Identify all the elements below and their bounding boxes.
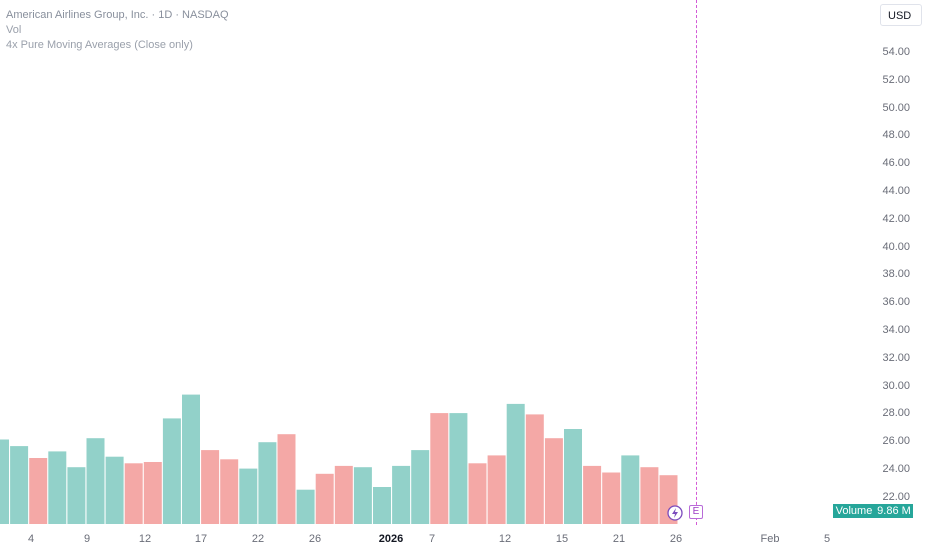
currency-button[interactable]: USD <box>880 4 922 26</box>
volume-bar <box>564 429 582 524</box>
volume-bar <box>86 438 105 524</box>
volume-bar <box>105 456 124 524</box>
volume-bar <box>296 489 315 524</box>
volume-bar <box>220 459 239 524</box>
price-tick: 30.00 <box>882 379 910 392</box>
price-tick: 26.00 <box>882 435 910 448</box>
volume-bar <box>544 438 563 524</box>
price-tick: 48.00 <box>882 129 910 142</box>
time-tick: 15 <box>555 533 569 545</box>
volume-bar <box>430 413 449 524</box>
volume-bar <box>449 413 468 524</box>
volume-bar <box>525 414 544 524</box>
price-tick: 32.00 <box>882 351 910 364</box>
time-tick: 5 <box>823 533 831 545</box>
price-tick: 36.00 <box>882 296 910 309</box>
volume-bar <box>487 455 506 524</box>
volume-bar <box>583 465 602 524</box>
price-tick: 46.00 <box>882 157 910 170</box>
volume-bar <box>29 458 48 524</box>
volume-bar <box>334 465 353 524</box>
volume-bar <box>373 487 391 524</box>
price-scale[interactable]: 54.00 52.00 50.00 48.00 46.00 44.00 42.00 40.00… <box>870 0 932 525</box>
volume-bar <box>315 473 334 524</box>
price-tick: 34.00 <box>882 324 910 336</box>
indicator-legend-label[interactable]: 4x Pure Moving Averages (Close only) <box>6 39 193 51</box>
price-tick: 50.00 <box>882 101 910 114</box>
volume-badge-value: 9.86 M <box>875 504 913 518</box>
volume-bar <box>258 442 277 524</box>
volume-bar <box>506 403 525 524</box>
chart-legend: American Airlines Group, Inc. · 1D · NAS… <box>6 8 229 53</box>
time-tick: Feb <box>760 533 780 545</box>
time-tick: 26 <box>308 533 322 545</box>
time-tick: 21 <box>612 533 626 545</box>
volume-bar <box>10 446 29 524</box>
time-tick: 22 <box>251 533 265 545</box>
earnings-event-marker[interactable]: E <box>689 505 703 519</box>
volume-bar <box>353 467 372 524</box>
price-tick: 44.00 <box>882 185 910 197</box>
price-tick: 42.00 <box>882 212 910 225</box>
time-tick: 12 <box>498 533 512 545</box>
volume-badge-label: Volume <box>833 504 875 518</box>
price-tick: 38.00 <box>882 268 910 281</box>
volume-bar <box>468 463 487 524</box>
time-tick: 12 <box>138 533 152 545</box>
time-tick: 9 <box>83 533 91 545</box>
volume-bar <box>143 462 162 524</box>
price-tick: 28.00 <box>882 407 910 420</box>
chart-pane[interactable]: E <box>0 0 870 525</box>
volume-bar <box>48 451 67 524</box>
volume-bars <box>0 394 678 524</box>
volume-bar <box>621 455 640 524</box>
volume-bar <box>392 465 411 524</box>
volume-bar <box>201 450 220 524</box>
volume-bar <box>239 468 258 524</box>
time-axis[interactable]: 4 9 12 17 22 26 2026 7 12 15 21 26 Feb 5 <box>0 525 870 550</box>
price-tick: 40.00 <box>882 240 910 253</box>
price-tick: 24.00 <box>882 463 910 475</box>
volume-bar <box>411 450 430 524</box>
time-tick: 4 <box>27 533 35 545</box>
volume-bar <box>277 434 296 524</box>
current-time-line <box>696 0 697 525</box>
volume-bar <box>182 394 200 524</box>
volume-bar <box>640 467 659 524</box>
time-tick: 7 <box>428 533 436 545</box>
volume-bar <box>67 467 86 524</box>
time-tick: 17 <box>194 533 208 545</box>
price-tick: 22.00 <box>882 490 910 503</box>
time-tick: 26 <box>669 533 683 545</box>
volume-bar <box>162 418 181 524</box>
volume-legend-label[interactable]: Vol <box>6 24 22 36</box>
lightning-icon[interactable] <box>667 505 683 521</box>
price-tick: 52.00 <box>882 73 910 86</box>
volume-bar <box>124 463 143 524</box>
symbol-title[interactable]: American Airlines Group, Inc. · 1D · NAS… <box>6 9 229 21</box>
volume-bar <box>602 472 621 524</box>
time-tick: 2026 <box>378 533 404 545</box>
price-tick: 54.00 <box>882 46 910 58</box>
volume-bar <box>0 439 9 524</box>
